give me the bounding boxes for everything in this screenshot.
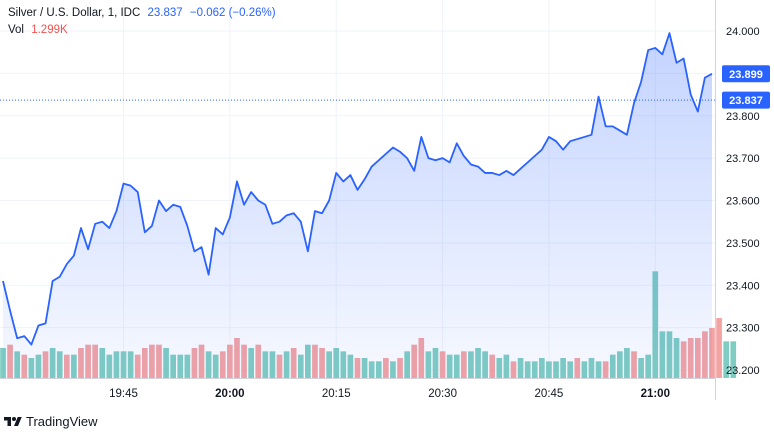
volume-bar xyxy=(716,318,722,378)
price-tick-label: 23.200 xyxy=(726,365,760,377)
volume-label[interactable]: Vol xyxy=(8,24,24,36)
price-tick-label: 23.500 xyxy=(726,238,760,250)
price-label-text: 23.899 xyxy=(729,69,763,81)
price-tick-label: 23.300 xyxy=(726,323,760,335)
price-change: −0.062 (−0.26%) xyxy=(189,7,276,19)
time-tick-label: 20:15 xyxy=(322,388,351,400)
price-line xyxy=(2,32,713,346)
time-tick-label: 20:30 xyxy=(428,388,457,400)
time-tick-label: 19:45 xyxy=(109,388,138,400)
brand-name: TradingView xyxy=(26,414,98,429)
time-tick-label: 20:00 xyxy=(215,388,244,400)
legend-row-symbol: Silver / U.S. Dollar, 1, IDC 23.837 −0.0… xyxy=(8,5,276,22)
tradingview-logo-icon xyxy=(4,416,22,426)
price-axis[interactable]: 24.00023.90023.80023.70023.60023.50023.4… xyxy=(715,0,760,400)
price-label-text: 23.837 xyxy=(729,95,763,107)
last-price: 23.837 xyxy=(147,7,183,19)
price-label-box xyxy=(722,91,770,109)
price-tick-label: 23.800 xyxy=(726,111,760,123)
volume-value: 1.299K xyxy=(31,24,68,36)
price-tick-label: 24.000 xyxy=(726,26,760,38)
volume-bar xyxy=(730,341,737,378)
price-label-box xyxy=(722,65,770,83)
legend-row-volume: Vol 1.299K xyxy=(8,22,276,39)
time-tick-label: 21:00 xyxy=(641,388,670,400)
price-tick-label: 23.700 xyxy=(726,153,760,165)
time-tick-label: 20:45 xyxy=(535,388,564,400)
price-tick-label: 23.400 xyxy=(726,280,760,292)
chart-legend: Silver / U.S. Dollar, 1, IDC 23.837 −0.0… xyxy=(8,5,276,39)
price-tick-label: 23.600 xyxy=(726,196,760,208)
volume-bar xyxy=(0,348,6,378)
tradingview-brand[interactable]: TradingView xyxy=(4,414,98,429)
symbol-title[interactable]: Silver / U.S. Dollar, 1, IDC xyxy=(8,7,141,19)
time-axis[interactable]: 19:45 20:00 20:15 20:30 20:45 21:00 xyxy=(0,378,715,401)
price-labels: 23.899 23.837 xyxy=(722,65,770,109)
volume-bar xyxy=(723,341,730,378)
price-area-fill xyxy=(3,33,712,379)
